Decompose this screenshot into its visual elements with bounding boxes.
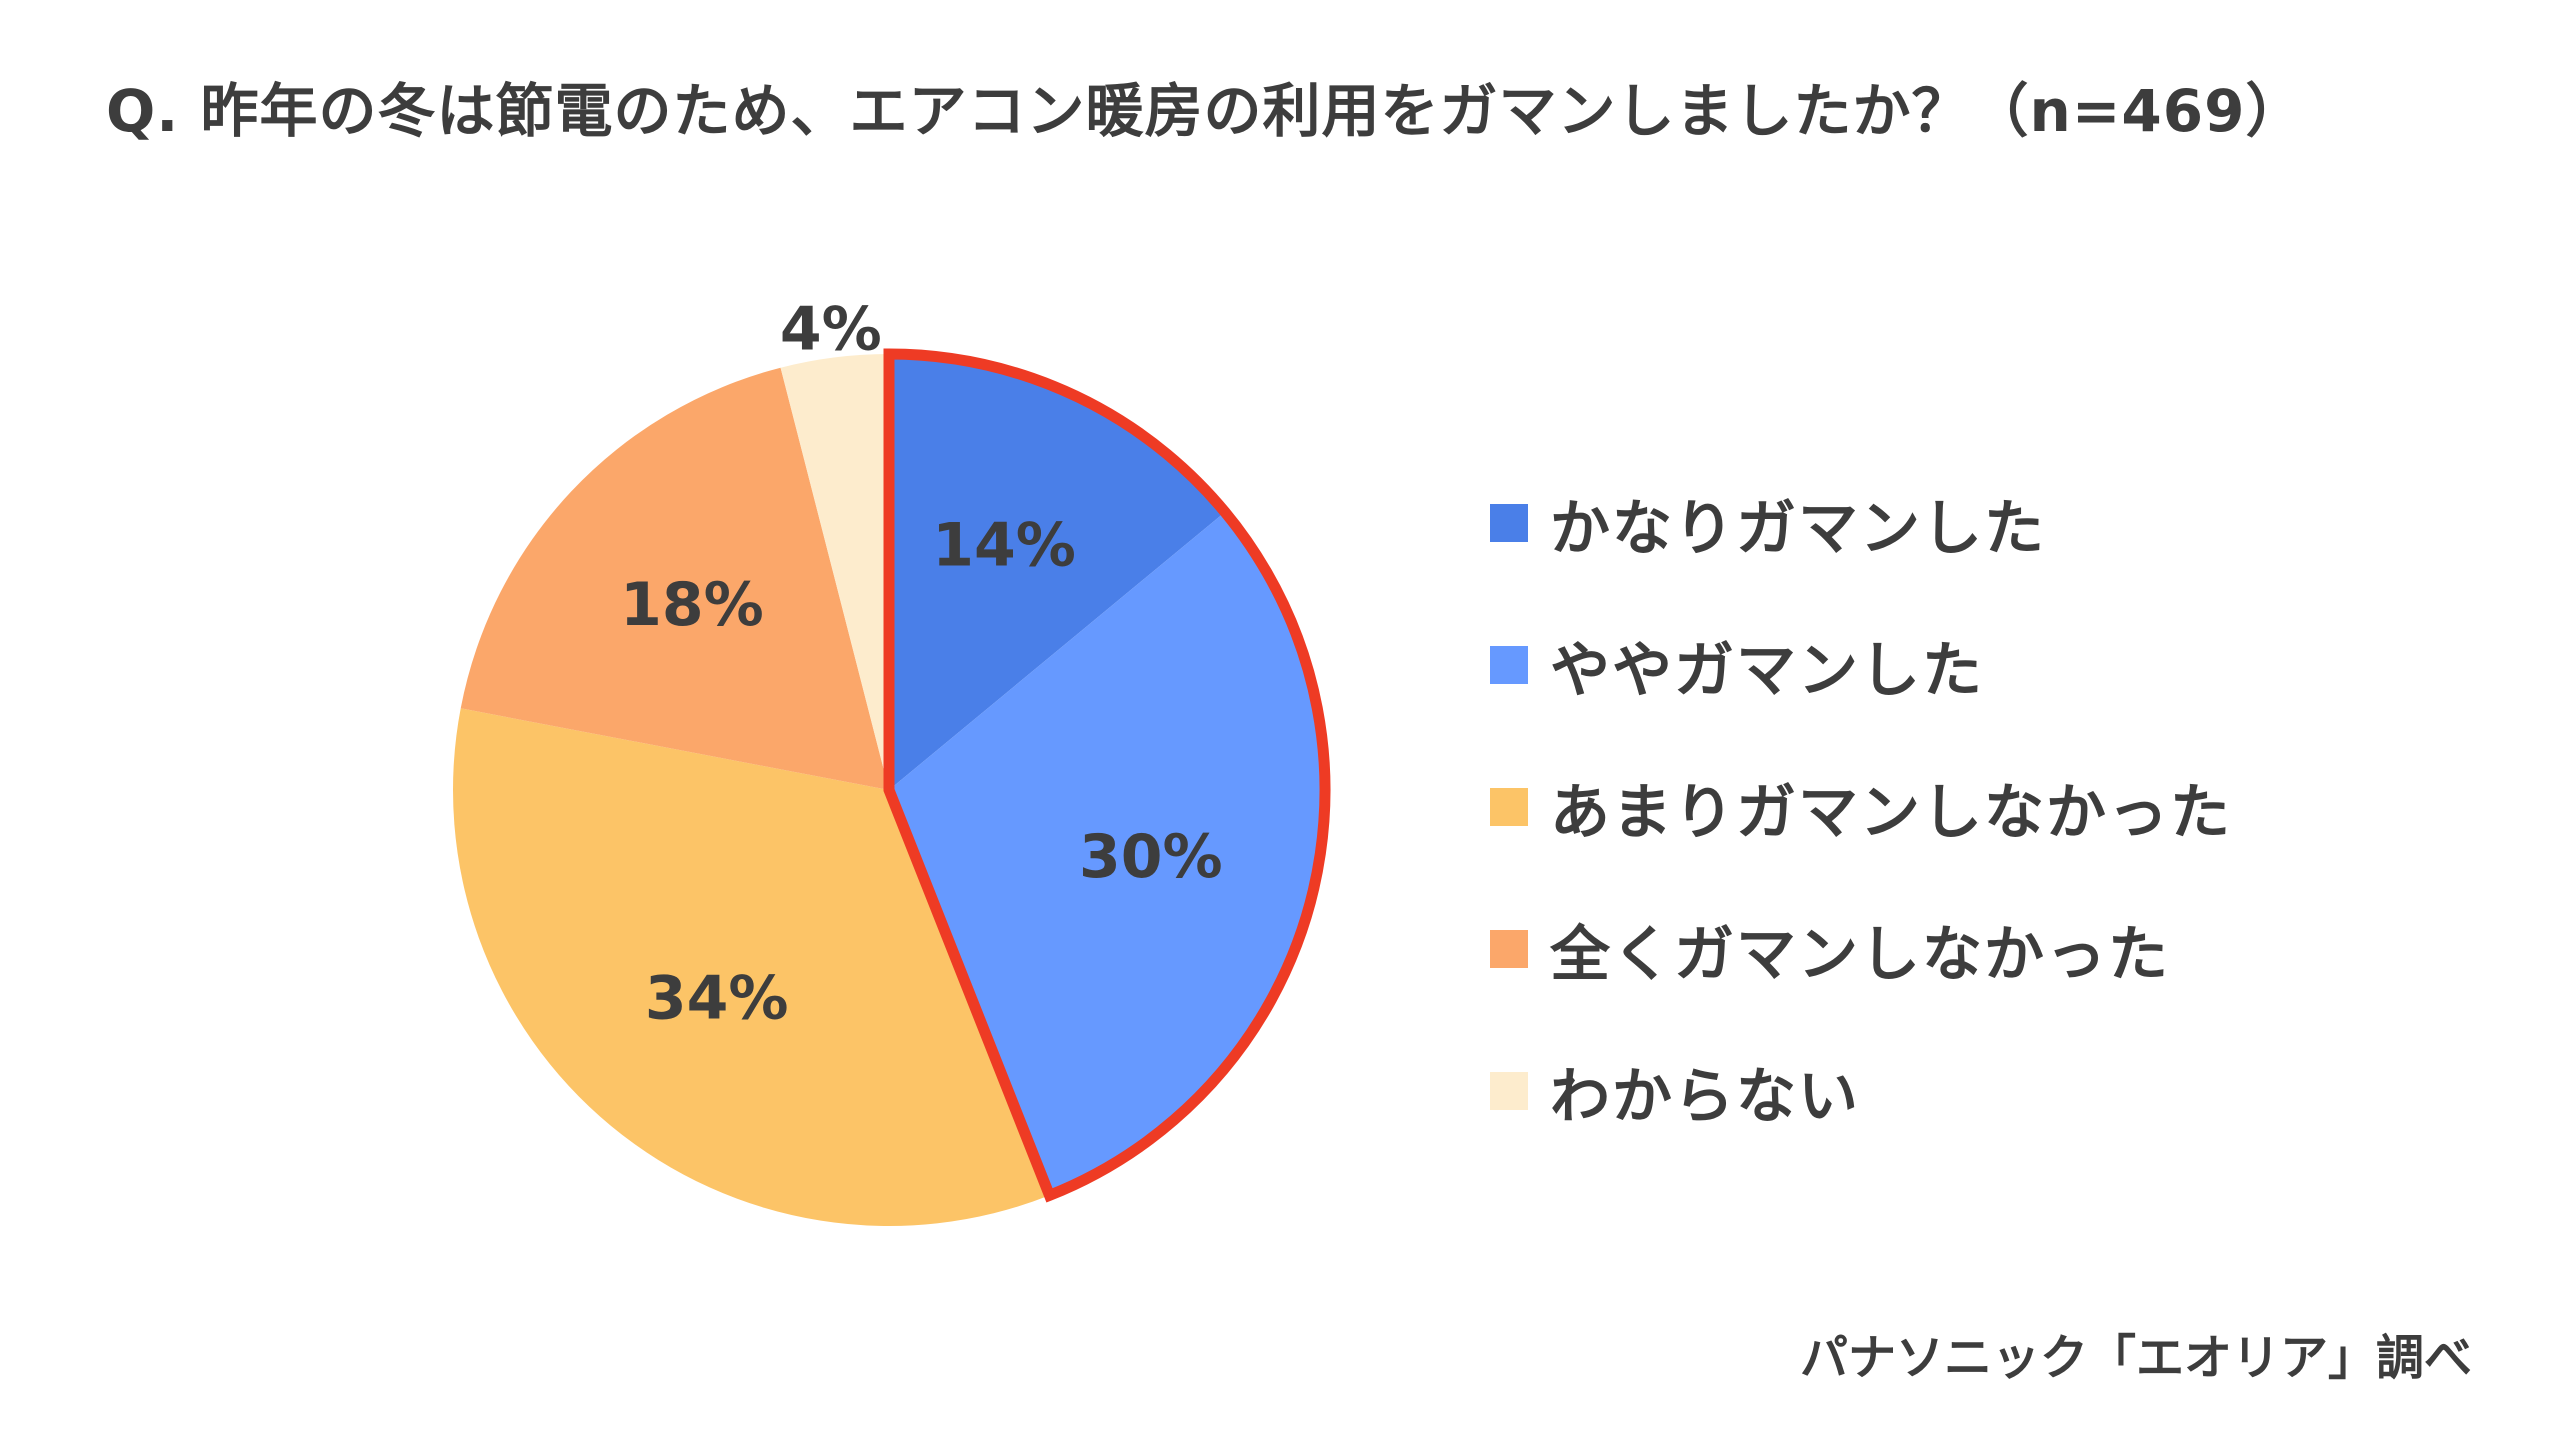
legend-label: あまりガマンしなかった — [1550, 777, 2232, 848]
legend-swatch — [1490, 504, 1528, 542]
pie-slice — [460, 367, 889, 790]
legend-item: 全くガマンしなかった — [1490, 878, 2232, 1020]
legend-label: 全くガマンしなかった — [1550, 919, 2170, 990]
slice-value-label: 34% — [645, 963, 789, 1033]
legend-label: かなりガマンした — [1550, 493, 2046, 564]
slice-value-label: 18% — [620, 570, 764, 640]
slice-value-label: 30% — [1079, 822, 1223, 892]
source-note: パナソニック「エオリア」調べ — [1799, 1330, 2472, 1386]
legend-swatch — [1490, 930, 1528, 968]
pie-slice — [889, 354, 1225, 790]
pie-slice — [889, 512, 1325, 1196]
slice-value-label: 14% — [932, 510, 1076, 580]
legend-item: わからない — [1490, 1020, 2232, 1162]
highlight-outline-path — [883, 348, 1331, 1203]
legend-label: ややガマンした — [1550, 635, 1984, 706]
chart-title: Q. 昨年の冬は節電のため、エアコン暖房の利用をガマンしましたか？（n=469） — [106, 77, 2305, 145]
slice-labels: 14% 30% 34% 18% 4% — [620, 295, 1223, 1034]
legend-label: わからない — [1550, 1061, 1860, 1132]
highlight-outline — [883, 348, 1331, 1203]
pie-slice — [780, 354, 889, 790]
legend-swatch — [1490, 788, 1528, 826]
legend-item: ややガマンした — [1490, 594, 2232, 736]
legend-swatch — [1490, 646, 1528, 684]
slice-value-label: 4% — [780, 295, 882, 365]
legend-item: あまりガマンしなかった — [1490, 736, 2232, 878]
legend-swatch — [1490, 1072, 1528, 1110]
legend-item: かなりガマンした — [1490, 452, 2232, 594]
pie-slice — [452, 708, 1050, 1226]
legend: かなりガマンした ややガマンした あまりガマンしなかった 全くガマンしなかった … — [1490, 452, 2232, 1162]
pie-slices — [452, 354, 1325, 1226]
